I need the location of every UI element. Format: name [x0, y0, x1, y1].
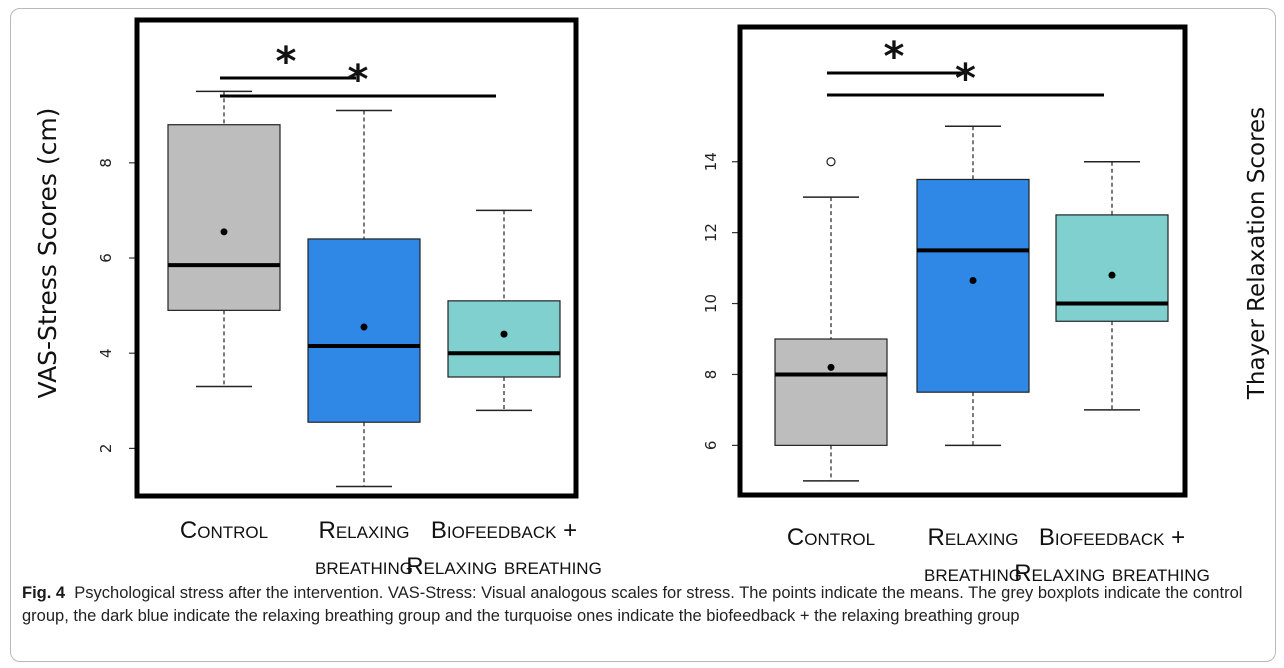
- y-tick-label: 8: [97, 158, 115, 168]
- plot-frame: [134, 17, 579, 499]
- mean-point: [360, 323, 368, 331]
- x-category-label: Control: [787, 524, 875, 551]
- mean-point: [1108, 271, 1116, 279]
- significance-star: *: [348, 57, 369, 103]
- y-tick-label: 12: [702, 223, 720, 242]
- y-tick-label: 14: [702, 152, 720, 171]
- x-category-label: Biofeedback +: [1039, 524, 1185, 551]
- mean-point: [969, 277, 977, 284]
- caption-label: Fig. 4: [22, 584, 66, 602]
- y-tick-label: 2: [97, 444, 115, 454]
- mean-point: [500, 330, 508, 338]
- y-tick-label: 8: [702, 370, 720, 380]
- box-biofeedback: [447, 300, 561, 378]
- y-tick-label: 10: [702, 294, 720, 313]
- figure-caption: Fig. 4 Psychological stress after the in…: [22, 582, 1262, 628]
- x-category-label: Relaxing: [927, 524, 1018, 551]
- significance-star: *: [884, 34, 905, 80]
- y-tick-label: 6: [97, 253, 115, 263]
- vas-stress-panel: VAS-Stress Scores (cm) 2 4 6 8 * * Control Relax…: [33, 17, 602, 580]
- caption-text: Psychological stress after the intervent…: [22, 584, 1243, 625]
- x-category-label: breathing: [315, 553, 413, 580]
- plot-frame: [737, 24, 1188, 498]
- box-relaxing: [307, 238, 421, 423]
- x-category-label: Relaxing: [318, 517, 409, 544]
- mean-point: [220, 228, 228, 236]
- box-control: [774, 338, 888, 446]
- figure-frame: [10, 8, 1276, 662]
- x-category-label: Biofeedback +: [431, 517, 577, 544]
- y-tick-label: 6: [702, 441, 720, 451]
- box-control: [167, 124, 281, 311]
- mean-point: [827, 363, 835, 371]
- y-axis-label: VAS-Stress Scores (cm): [33, 108, 62, 399]
- x-category-label: Control: [180, 517, 268, 544]
- significance-star: *: [955, 56, 976, 102]
- box-relaxing: [916, 178, 1030, 393]
- outlier-point: [826, 157, 836, 167]
- y-tick-label: 4: [97, 348, 115, 358]
- thayer-relaxation-panel: Thayer Relaxation Scores 6 8 10 12 14 * * Contro…: [702, 24, 1270, 587]
- x-category-label: Relaxing breathing: [406, 553, 602, 580]
- y-axis-label: Thayer Relaxation Scores: [1244, 107, 1270, 400]
- x-category-label: breathing: [924, 560, 1022, 587]
- significance-star: *: [276, 39, 297, 85]
- x-category-label: Relaxing breathing: [1014, 560, 1210, 587]
